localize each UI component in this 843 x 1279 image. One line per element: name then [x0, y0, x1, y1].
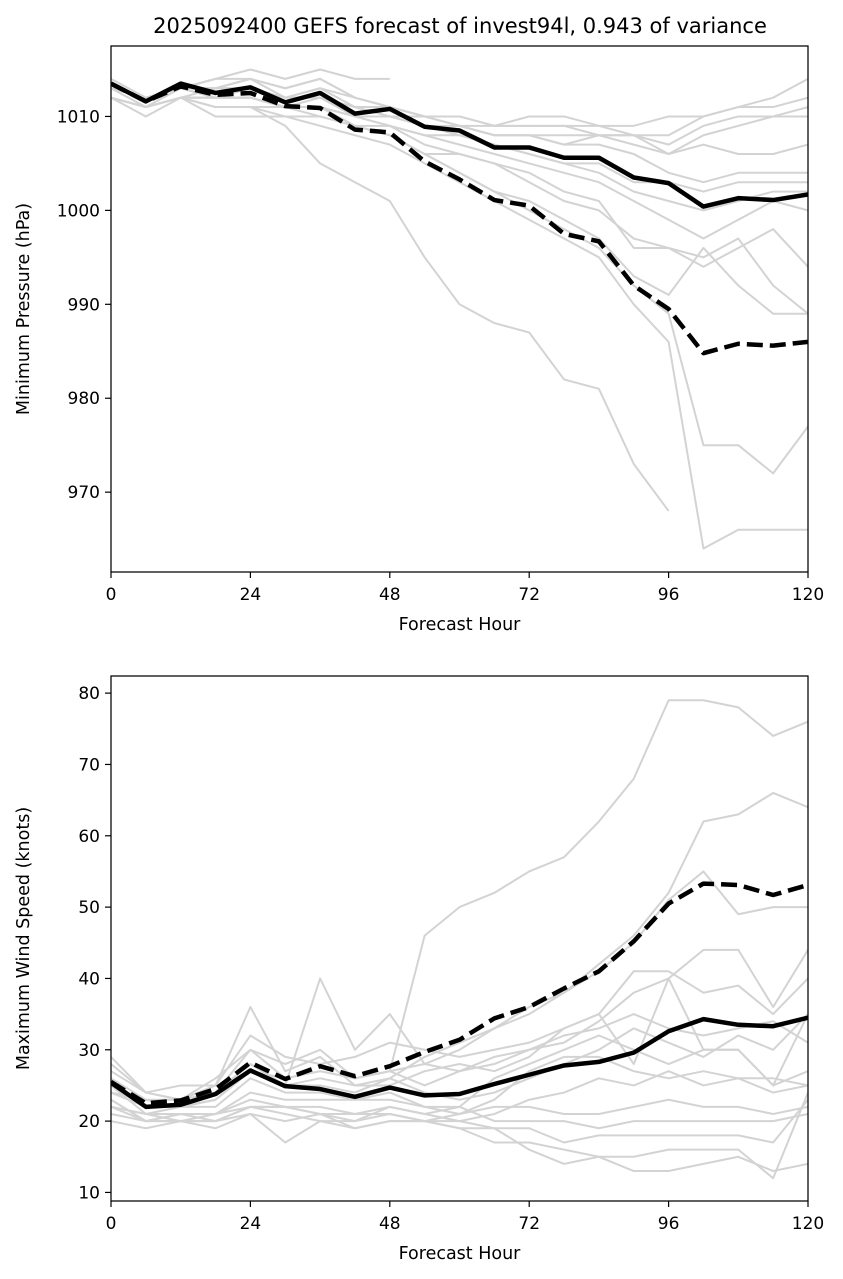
pressure-y-axis-label: Minimum Pressure (hPa): [14, 203, 34, 415]
wind-x-tick-label: 48: [379, 1214, 401, 1234]
wind-y-tick-label: 40: [78, 969, 100, 989]
wind-y-tick-label: 60: [78, 827, 100, 847]
pressure-x-tick-label: 48: [379, 585, 401, 605]
pressure-y-tick-label: 990: [68, 295, 100, 315]
wind-y-tick-label: 30: [78, 1041, 100, 1061]
wind-x-tick-label: 96: [658, 1214, 680, 1234]
wind-x-tick-label: 0: [106, 1214, 117, 1234]
pressure-x-tick-label: 120: [792, 585, 824, 605]
wind-y-tick-label: 70: [78, 755, 100, 775]
pressure-x-tick-label: 72: [518, 585, 540, 605]
pressure-x-axis-label: Forecast Hour: [399, 615, 522, 635]
wind-y-tick-label: 80: [78, 684, 100, 704]
pressure-y-tick-label: 980: [68, 389, 100, 409]
pressure-x-tick-label: 96: [658, 585, 680, 605]
pressure-y-tick-label: 970: [68, 483, 100, 503]
wind-x-tick-label: 24: [240, 1214, 262, 1234]
pressure-x-tick-label: 0: [106, 585, 117, 605]
wind-y-tick-label: 10: [78, 1183, 100, 1203]
pressure-y-tick-label: 1000: [57, 201, 100, 221]
figure-svg: 2025092400 GEFS forecast of invest94l, 0…: [0, 0, 843, 1279]
wind-y-tick-label: 50: [78, 898, 100, 918]
wind-x-tick-label: 120: [792, 1214, 824, 1234]
chart-title: 2025092400 GEFS forecast of invest94l, 0…: [153, 14, 767, 38]
wind-y-axis-label: Maximum Wind Speed (knots): [14, 807, 34, 1070]
wind-x-tick-label: 72: [518, 1214, 540, 1234]
figure: 2025092400 GEFS forecast of invest94l, 0…: [0, 0, 843, 1279]
wind-x-axis-label: Forecast Hour: [399, 1244, 522, 1264]
pressure-x-tick-label: 24: [240, 585, 262, 605]
wind-y-tick-label: 20: [78, 1112, 100, 1132]
pressure-y-tick-label: 1010: [57, 107, 100, 127]
